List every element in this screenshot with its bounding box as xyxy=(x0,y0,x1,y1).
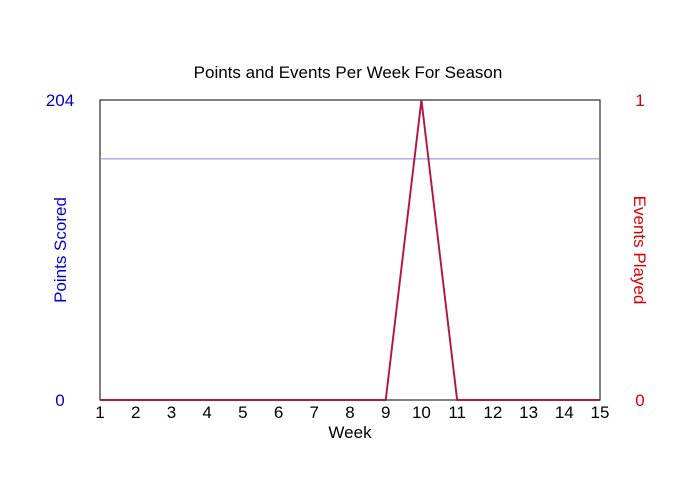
x-tick-label: 7 xyxy=(310,403,319,422)
x-tick-label: 10 xyxy=(412,403,431,422)
plot-area xyxy=(99,99,601,401)
right-ytick-bottom: 0 xyxy=(635,391,644,410)
chart-title: Points and Events Per Week For Season xyxy=(194,63,503,82)
left-ytick-bottom: 0 xyxy=(55,391,64,410)
x-tick-label: 15 xyxy=(591,403,610,422)
x-tick-label: 1 xyxy=(95,403,104,422)
x-tick-label: 12 xyxy=(483,403,502,422)
x-axis-label: Week xyxy=(328,423,372,442)
left-ytick-top: 204 xyxy=(46,91,74,110)
x-tick-label: 11 xyxy=(448,403,466,422)
x-tick-label: 13 xyxy=(519,403,538,422)
x-tick-label: 3 xyxy=(167,403,176,422)
x-tick-label: 8 xyxy=(345,403,354,422)
x-tick-label: 6 xyxy=(274,403,283,422)
x-tick-labels: 1 2 3 4 5 6 7 8 9 10 11 12 13 14 15 xyxy=(95,403,609,422)
x-tick-label: 5 xyxy=(238,403,247,422)
x-tick-label: 4 xyxy=(202,403,211,422)
series-line-events xyxy=(100,99,600,401)
x-tick-label: 14 xyxy=(555,403,574,422)
x-tick-label: 2 xyxy=(131,403,140,422)
right-axis-label: Events Played xyxy=(630,196,649,305)
x-tick-label: 9 xyxy=(381,403,390,422)
left-axis-label: Points Scored xyxy=(51,197,70,303)
series-layer xyxy=(100,99,600,401)
right-ytick-top: 1 xyxy=(635,91,644,110)
